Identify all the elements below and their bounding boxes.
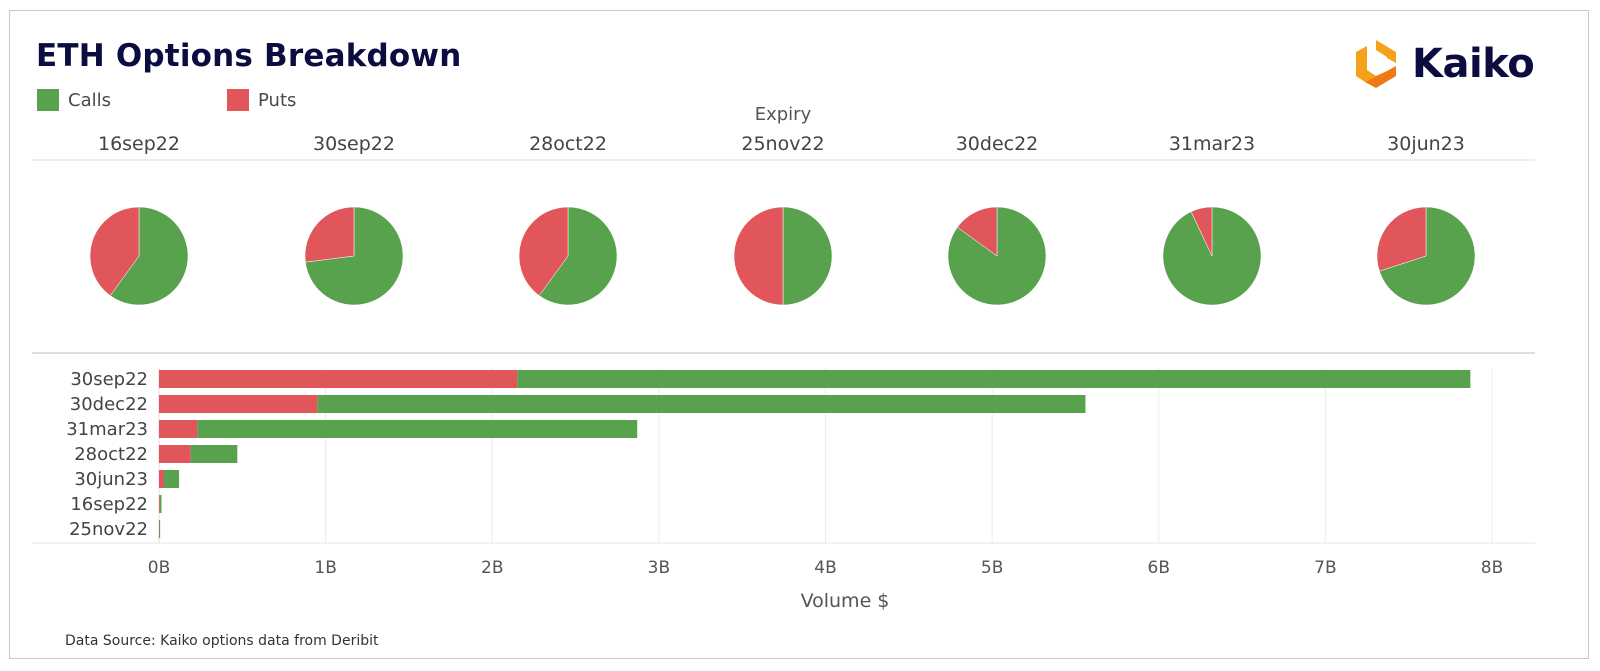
chart-frame xyxy=(9,10,1589,659)
kaiko-logo: Kaiko xyxy=(1350,38,1535,90)
legend-swatch-calls xyxy=(37,89,59,111)
legend-item-calls[interactable]: Calls xyxy=(37,89,111,111)
data-source-note: Data Source: Kaiko options data from Der… xyxy=(65,633,379,649)
legend-item-puts[interactable]: Puts xyxy=(227,89,296,111)
kaiko-logo-text: Kaiko xyxy=(1412,41,1535,87)
chart-title: ETH Options Breakdown xyxy=(36,38,462,74)
legend-label-puts: Puts xyxy=(258,89,297,111)
legend-swatch-puts xyxy=(227,89,249,111)
legend-label-calls: Calls xyxy=(68,89,111,111)
kaiko-logo-mark-icon xyxy=(1356,40,1396,88)
